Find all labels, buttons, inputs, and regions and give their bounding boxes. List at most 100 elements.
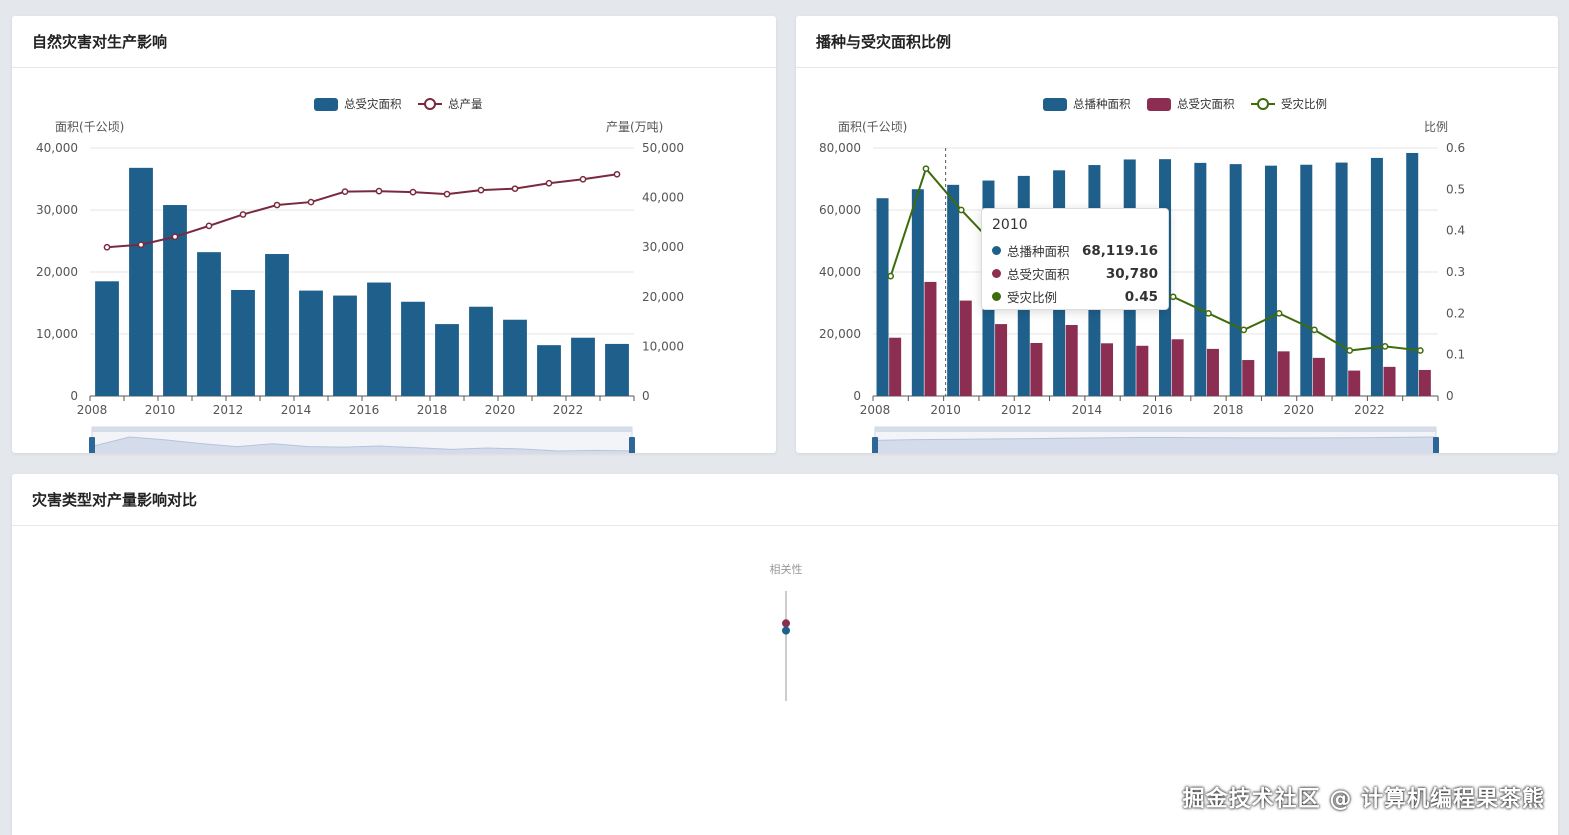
bar: [995, 324, 1008, 396]
x-tick-label: 2010: [145, 403, 176, 417]
line-point: [1205, 309, 1212, 317]
tooltip-title: 2010: [992, 217, 1028, 233]
legend-swatch-icon: [314, 98, 338, 111]
y-axis-label: 面积(千公顷): [838, 120, 907, 134]
bar: [1264, 165, 1277, 396]
zoom-handle-left: [89, 437, 95, 453]
bar: [947, 184, 960, 396]
y-right-tick-label: 0: [1446, 389, 1454, 403]
legend-swatch-icon: [1043, 98, 1067, 111]
bar: [1229, 164, 1242, 396]
y-right-tick-label: 10,000: [642, 339, 684, 353]
y-right-tick-label: 0.5: [1446, 182, 1465, 196]
line-point: [613, 170, 621, 178]
series-line: [106, 173, 618, 249]
bar: [1194, 162, 1207, 396]
tooltip-row: 受灾比例 0.45: [992, 285, 1158, 308]
y-tick-label: 0: [853, 389, 861, 403]
watermark: 掘金技术社区 @ 计算机编程果茶熊: [1182, 787, 1545, 812]
bar: [265, 254, 289, 396]
production-impact-chart[interactable]: 0 10,000 20,000 30,000 40,000 0 10,000 20,000 30…: [12, 68, 776, 453]
x-tick-label: 2012: [213, 403, 244, 417]
x-tick-label: 2018: [1213, 403, 1244, 417]
line-point: [103, 243, 111, 251]
line-point: [341, 188, 349, 195]
tooltip-series-name: 总受灾面积: [1007, 267, 1070, 282]
x-tick-label: 2018: [417, 403, 448, 417]
line-point: [579, 175, 587, 183]
zoom-handle-right: [629, 437, 635, 453]
line-point: [1381, 343, 1389, 350]
line-point: [137, 241, 145, 249]
line-point: [545, 179, 553, 187]
line-point: [1275, 309, 1283, 317]
y-right-tick-label: 0.2: [1446, 306, 1465, 320]
series-dot-icon: [992, 246, 1001, 255]
line-point: [409, 188, 417, 196]
y-tick-label: 10,000: [36, 327, 78, 341]
y-tick-label: 60,000: [819, 203, 861, 217]
x-tick-label: 2016: [1142, 403, 1173, 417]
y-tick-label: 40,000: [819, 265, 861, 279]
y-tick-label: 80,000: [819, 141, 861, 155]
series-dot-icon: [992, 269, 1001, 278]
bar: [435, 324, 459, 396]
line-point: [171, 233, 179, 241]
y-right-axis-label: 产量(万吨): [606, 120, 663, 134]
bar: [959, 300, 972, 396]
line-point: [1169, 293, 1177, 301]
panel-title: 自然灾害对生产影响: [12, 16, 776, 68]
tooltip-series-value: 0.45: [1124, 288, 1158, 305]
chart-tooltip: 2010 总播种面积 68,119.16 总受灾面积 30,780 受灾比例 0…: [981, 208, 1169, 310]
legend-marker-icon: [424, 98, 436, 110]
y-tick-label: 20,000: [819, 327, 861, 341]
tooltip-row: 总播种面积 68,119.16: [992, 239, 1158, 262]
y-right-tick-label: 40,000: [642, 191, 684, 205]
disaster-correlation-chart[interactable]: 相关性: [12, 526, 1558, 835]
area-ratio-chart[interactable]: 0 20,000 40,000 60,000 80,000 0 0.1 0.2 0.3 0.4 0.…: [796, 68, 1558, 453]
tooltip-series-value: 30,780: [1105, 265, 1158, 282]
bar: [1206, 348, 1219, 396]
line-point: [205, 222, 213, 230]
x-tick-label: 2016: [349, 403, 380, 417]
bar: [1065, 325, 1078, 396]
bar: [299, 290, 323, 396]
y-right-tick-label: 30,000: [642, 240, 684, 254]
panel-title: 灾害类型对产量影响对比: [12, 474, 1558, 526]
production-impact-panel: 自然灾害对生产影响 0 10,000 20,000 30,000 40,000 0 10,0…: [12, 16, 776, 453]
y-right-tick-label: 0.3: [1446, 265, 1465, 279]
scatter-point: [782, 619, 790, 628]
bar: [163, 205, 187, 396]
bar: [333, 295, 357, 396]
bar: [571, 337, 595, 396]
bar: [924, 281, 937, 396]
tooltip-series-name: 总播种面积: [1007, 244, 1070, 259]
bar: [367, 282, 391, 396]
y-axis-label: 面积(千公顷): [55, 120, 124, 134]
bar: [1406, 152, 1419, 396]
x-tick-label: 2008: [860, 403, 891, 417]
legend-swatch-icon: [1147, 98, 1171, 111]
series-dot-icon: [992, 292, 1001, 301]
line-point: [922, 165, 930, 173]
legend-label: 总播种面积: [1073, 97, 1131, 111]
bar: [876, 198, 889, 396]
bar: [1242, 360, 1255, 396]
line-point: [239, 211, 247, 218]
bar: [537, 345, 561, 396]
y-right-tick-label: 50,000: [642, 141, 684, 155]
zoom-slider-bar: [92, 427, 632, 432]
bar: [1418, 369, 1431, 396]
bar: [1370, 157, 1383, 396]
x-tick-label: 2022: [1354, 403, 1385, 417]
tooltip-series-name: 受灾比例: [1007, 290, 1058, 305]
line-point: [1240, 326, 1248, 334]
legend-label: 受灾比例: [1281, 97, 1327, 111]
line-point: [1346, 347, 1354, 354]
y-right-tick-label: 0.4: [1446, 224, 1465, 238]
bar: [129, 167, 153, 396]
y-tick-label: 40,000: [36, 141, 78, 155]
x-tick-label: 2022: [553, 403, 584, 417]
line-point: [511, 185, 519, 193]
bar: [911, 189, 924, 396]
